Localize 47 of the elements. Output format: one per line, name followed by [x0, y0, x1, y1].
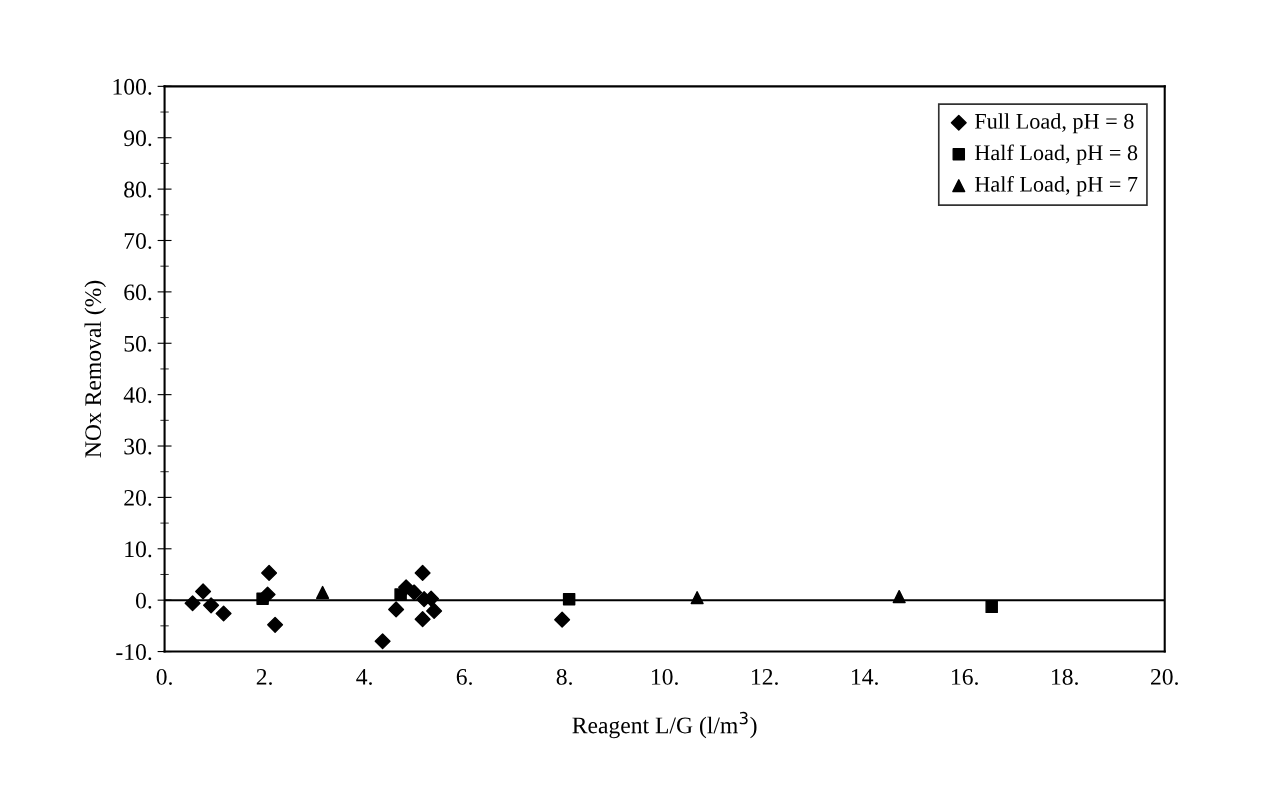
x-tick-label: 12. [751, 668, 778, 685]
x-axis-title: Reagent L/G (l/m$^{3}$) [572, 711, 757, 739]
y-axis-title: NOx Removal (%) [84, 280, 106, 458]
y-tick-label: 70. [124, 232, 152, 250]
y-tick-label: 10. [125, 541, 152, 558]
y-tick-label: 30. [124, 438, 152, 455]
x-tick-label: 18. [1052, 668, 1078, 685]
x-tick-label: 6. [456, 668, 472, 685]
point [406, 584, 423, 601]
point [203, 597, 220, 614]
y-tick-label: 100. [113, 78, 152, 95]
point [562, 592, 576, 606]
point [414, 611, 431, 628]
x-tick-label: 0. [156, 668, 172, 685]
y-tick-label: 80. [124, 181, 152, 198]
x-tick-label: 2. [256, 668, 272, 685]
point [985, 600, 998, 614]
point [259, 586, 276, 603]
y-tick-label: 40. [123, 387, 152, 404]
legend-label: Half Load, pH = 7 [974, 175, 1138, 197]
point [426, 602, 443, 620]
point [892, 589, 906, 604]
x-tick-label: 8. [556, 668, 572, 685]
point [267, 616, 284, 633]
point [316, 585, 330, 600]
y-tick-label: 90. [124, 130, 152, 147]
y-tick-label: 20. [124, 489, 152, 506]
x-tick-label: 16. [952, 668, 978, 685]
point [215, 605, 232, 622]
y-tick-label: -10. [116, 644, 152, 661]
point [388, 601, 405, 618]
legend-label: Half Load, pH = 8 [974, 144, 1138, 165]
legend-label: Full Load, pH = 8 [974, 113, 1134, 134]
point [195, 583, 212, 600]
x-tick-label: 10. [651, 668, 678, 685]
y-tick-label: 0. [135, 592, 152, 609]
point [690, 591, 704, 605]
x-tick-label: 14. [852, 669, 878, 685]
x-tick-label: 4. [356, 669, 372, 685]
y-tick-label: 60. [124, 284, 152, 301]
x-tick-label: 20. [1151, 668, 1178, 685]
point [374, 633, 391, 650]
point [184, 595, 201, 612]
point [554, 611, 571, 628]
point [414, 564, 431, 581]
y-tick-label: 50. [124, 335, 152, 352]
point [261, 564, 278, 581]
